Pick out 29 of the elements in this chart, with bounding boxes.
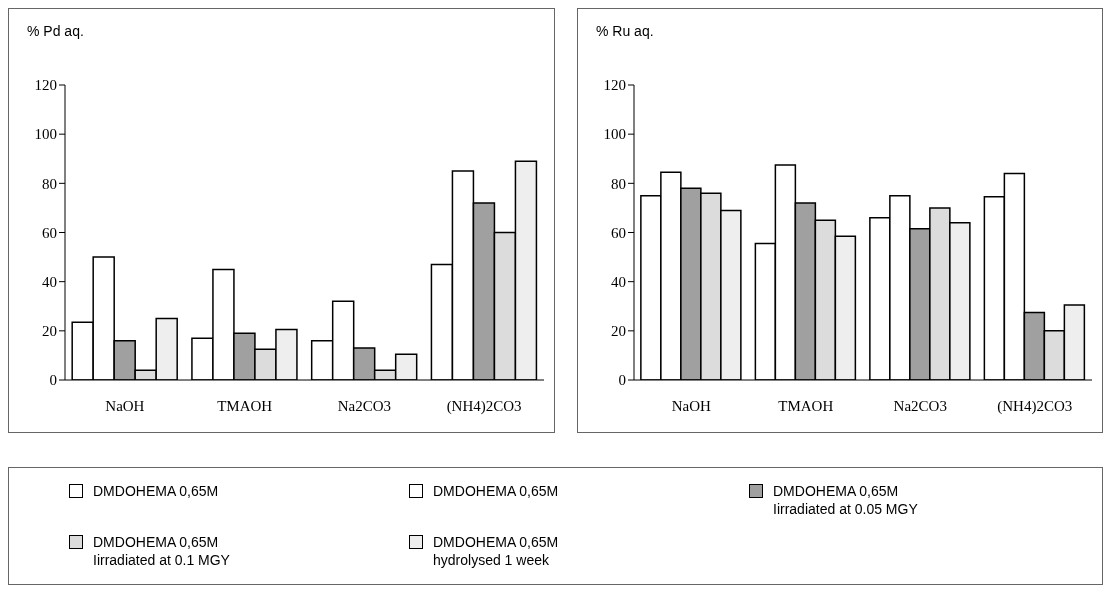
x-tick-label: NaOH (671, 397, 711, 414)
legend-label: DMDOHEMA 0,65M Iirradiated at 0.05 MGY (773, 482, 919, 518)
y-tick-label: 20 (42, 323, 57, 340)
y-tick-label: 100 (603, 126, 626, 143)
legend-label: DMDOHEMA 0,65M (433, 482, 560, 500)
y-tick-label: 80 (42, 175, 57, 192)
x-tick-label: Na2CO3 (893, 397, 947, 414)
y-tick-label: 40 (42, 273, 57, 290)
y-tick-label: 120 (603, 77, 626, 94)
y-tick-label: 60 (42, 224, 57, 241)
x-tick-label: NaOH (105, 397, 145, 414)
y-tick-label: 40 (611, 273, 626, 290)
x-tick-label: (NH4)2CO3 (446, 397, 522, 415)
x-tick-label: (NH4)2CO3 (997, 397, 1073, 415)
y-axis-title: % Ru aq. (596, 23, 654, 39)
y-tick-label: 60 (611, 224, 626, 241)
y-axis-title: % Pd aq. (27, 23, 84, 39)
legend-label: DMDOHEMA 0,65M (93, 482, 220, 500)
legend-label: DMDOHEMA 0,65M Iirradiated at 0.1 MGY (93, 533, 231, 569)
x-tick-label: TMAOH (217, 397, 273, 414)
y-tick-label: 100 (34, 126, 57, 143)
x-tick-label: Na2CO3 (337, 397, 392, 414)
y-tick-label: 20 (611, 323, 626, 340)
y-tick-label: 120 (34, 77, 57, 94)
legend-label: DMDOHEMA 0,65M hydrolysed 1 week (433, 533, 560, 569)
y-tick-label: 80 (611, 175, 626, 192)
x-tick-label: TMAOH (778, 397, 834, 414)
y-tick-label: 0 (618, 372, 626, 389)
y-tick-label: 0 (49, 372, 57, 389)
